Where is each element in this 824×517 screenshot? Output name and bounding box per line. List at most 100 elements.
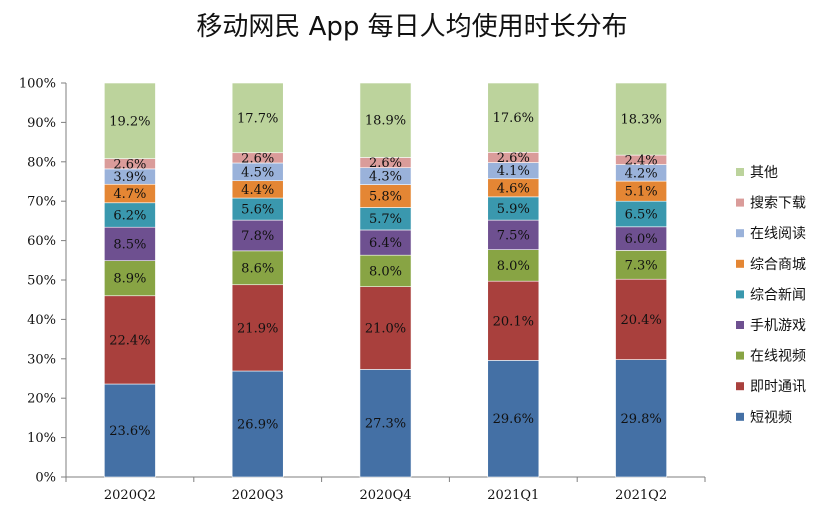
y-tick-label: 20%: [27, 392, 56, 407]
data-label: 5.6%: [241, 203, 274, 218]
data-label: 6.0%: [625, 232, 658, 247]
bars-group: [104, 82, 667, 478]
data-label: 21.9%: [237, 321, 278, 336]
bar-segment: [104, 82, 156, 159]
data-label: 2.4%: [625, 153, 658, 168]
data-label: 19.2%: [109, 114, 150, 129]
bar-segment: [615, 200, 667, 228]
bar-segment: [104, 260, 156, 297]
bar-segment: [487, 280, 540, 361]
y-tick-label: 80%: [27, 155, 56, 170]
data-label: 8.0%: [369, 264, 402, 279]
data-label: 4.4%: [241, 183, 274, 198]
data-label: 5.7%: [369, 212, 402, 227]
data-label: 2.6%: [113, 157, 146, 172]
y-tick-label: 0%: [35, 471, 56, 486]
data-label: 5.9%: [497, 202, 530, 217]
data-label: 8.9%: [113, 272, 146, 287]
bar-segment: [104, 226, 156, 261]
data-label: 21.0%: [365, 322, 406, 337]
bar-segment: [487, 360, 540, 478]
legend-swatch: [736, 168, 744, 176]
data-label: 2.6%: [241, 151, 274, 166]
legend-label: 综合商城: [750, 257, 806, 273]
data-label: 7.8%: [241, 229, 274, 244]
data-label: 6.2%: [113, 208, 146, 223]
bar-segment: [359, 229, 412, 256]
legend-label: 综合新闻: [750, 287, 806, 303]
data-label: 26.9%: [237, 418, 278, 433]
data-label: 8.5%: [113, 237, 146, 252]
x-tick-label: 2021Q2: [615, 488, 667, 503]
data-label: 18.9%: [365, 114, 406, 129]
legend-label: 搜索下载: [750, 195, 806, 212]
y-tick-label: 60%: [27, 234, 56, 249]
y-tick-label: 50%: [27, 274, 56, 289]
x-tick-label: 2020Q2: [104, 488, 156, 503]
legend-label: 其他: [750, 165, 778, 181]
bar-segment: [615, 359, 667, 478]
bar-segment: [231, 284, 284, 372]
bar-segment: [359, 254, 412, 287]
bar-segment: [615, 82, 667, 156]
legend-label: 短视频: [750, 410, 792, 426]
bar-segment: [231, 82, 284, 154]
legend-swatch: [736, 412, 744, 421]
data-label: 20.4%: [620, 313, 661, 328]
y-axis: 0% 10% 20% 30% 40% 50% 60% 70% 80% 90% 100%: [19, 77, 67, 486]
legend-swatch: [736, 290, 744, 299]
y-tick-label: 10%: [27, 431, 56, 446]
legend-label: 即时通讯: [750, 379, 806, 395]
data-label: 5.8%: [369, 190, 402, 205]
x-tick-label: 2020Q4: [359, 488, 411, 503]
data-label: 22.4%: [109, 333, 150, 348]
y-tick-label: 70%: [27, 195, 56, 210]
bar-segment: [487, 82, 540, 153]
bar-segment: [359, 82, 412, 158]
data-label: 4.6%: [497, 181, 530, 196]
data-label: 4.7%: [113, 187, 146, 202]
bar-segment: [359, 286, 412, 370]
legend-swatch: [736, 229, 744, 238]
data-label: 2.6%: [497, 151, 530, 166]
bar-segment: [615, 250, 667, 280]
data-labels-group: 23.6%22.4%8.9%8.5%6.2%4.7%3.9%2.6%19.2%2…: [109, 111, 662, 439]
bar-segment: [487, 219, 540, 250]
data-label: 6.5%: [625, 208, 658, 223]
bar-segment: [231, 219, 284, 252]
data-label: 2.6%: [369, 156, 402, 171]
x-tick-label: 2020Q3: [232, 488, 284, 503]
legend-swatch: [736, 321, 744, 329]
data-label: 5.1%: [625, 185, 658, 200]
chart-title: 移动网民 App 每日人均使用时长分布: [196, 12, 627, 42]
bar-segment: [104, 295, 156, 385]
data-label: 8.0%: [497, 259, 530, 274]
data-label: 18.3%: [620, 113, 661, 128]
y-tick-label: 90%: [27, 116, 56, 131]
data-label: 3.9%: [113, 170, 146, 185]
data-label: 8.6%: [241, 261, 274, 276]
y-tick-label: 40%: [27, 313, 56, 328]
data-label: 17.7%: [237, 111, 278, 126]
data-label: 20.1%: [493, 314, 534, 329]
data-label: 4.5%: [241, 165, 274, 180]
bar-segment: [104, 202, 156, 228]
legend-label: 在线阅读: [750, 225, 806, 242]
x-axis: 2020Q2 2020Q3 2020Q4 2021Q1 2021Q2: [65, 476, 706, 503]
legend-swatch: [736, 259, 744, 268]
bar-segment: [231, 250, 284, 286]
data-label: 4.3%: [369, 170, 402, 185]
y-tick-label: 30%: [27, 352, 56, 367]
data-label: 4.1%: [497, 164, 530, 179]
legend-label: 在线视频: [750, 349, 806, 365]
data-label: 29.8%: [620, 412, 661, 427]
legend-swatch: [736, 351, 744, 360]
bar-segment: [615, 278, 667, 360]
y-tick-label: 100%: [19, 77, 56, 92]
data-label: 7.5%: [497, 228, 530, 243]
bar-segment: [487, 249, 540, 282]
data-label: 29.6%: [493, 412, 534, 427]
